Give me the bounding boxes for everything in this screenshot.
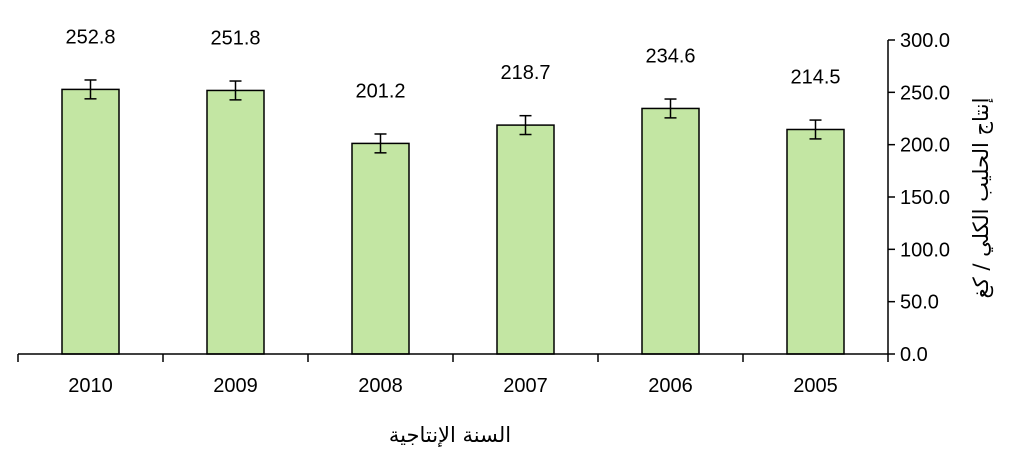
data-label-2010: 252.8	[65, 26, 115, 48]
x-tick-label-2007: 2007	[503, 375, 548, 397]
x-axis-title: السنة الإنتاجية	[389, 423, 511, 447]
x-tick-label-2010: 2010	[68, 375, 113, 397]
data-label-2005: 214.5	[790, 66, 840, 88]
bars-group	[61, 88, 845, 355]
y-tick-label-5: 250.0	[900, 82, 950, 104]
error-bars-group	[84, 79, 822, 154]
y-tick-label-0: 0.0	[900, 344, 928, 366]
bar-2009	[206, 89, 265, 355]
data-label-2009: 251.8	[210, 27, 260, 49]
y-tick-label-4: 200.0	[900, 135, 950, 157]
data-label-2008: 201.2	[355, 80, 405, 102]
x-tick-label-2006: 2006	[648, 375, 693, 397]
bar-2010	[61, 88, 120, 355]
y-tick-label-1: 50.0	[900, 292, 939, 314]
labels-group: 252.8 2010 251.8 2009 201.2 2008 218.7 2007 234.…	[65, 26, 950, 397]
x-tick-label-2009: 2009	[213, 375, 258, 397]
data-label-2006: 234.6	[645, 45, 695, 67]
y-axis-title: إنتاج الحليب الكلي / كغ	[969, 98, 994, 299]
x-tick-label-2005: 2005	[793, 375, 838, 397]
x-tick-label-2008: 2008	[358, 375, 403, 397]
bar-2008	[351, 142, 410, 355]
bar-2006	[641, 107, 700, 355]
y-tick-label-6: 300.0	[900, 30, 950, 52]
bar-2005	[786, 128, 845, 355]
bar-2007	[496, 124, 555, 355]
y-tick-label-3: 150.0	[900, 187, 950, 209]
axes-group	[17, 39, 895, 362]
data-label-2007: 218.7	[500, 62, 550, 84]
y-tick-label-2: 100.0	[900, 239, 950, 261]
